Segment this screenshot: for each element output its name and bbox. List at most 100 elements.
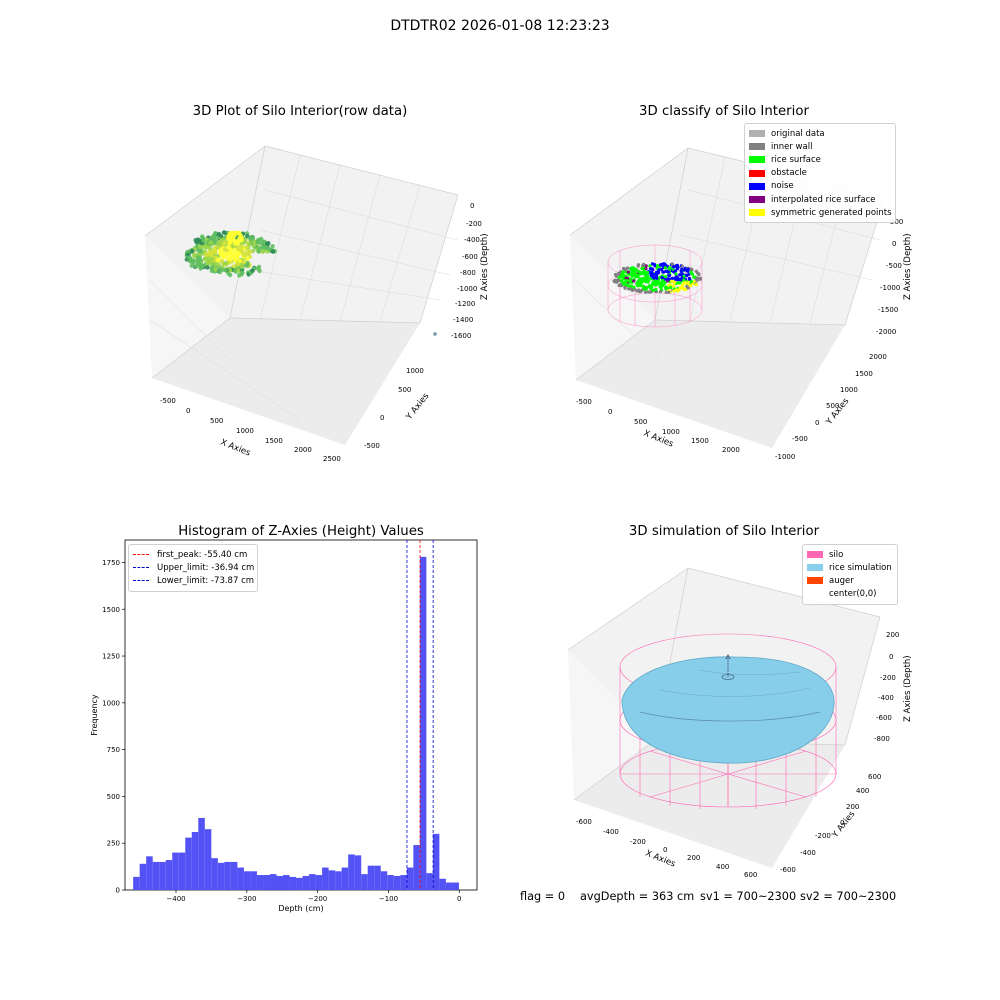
legend-item: rice simulation bbox=[807, 561, 893, 574]
histogram-bar bbox=[146, 856, 153, 890]
legend-label: Lower_limit: -73.87 cm bbox=[157, 575, 255, 586]
plot1-point bbox=[239, 234, 243, 239]
histogram-bar bbox=[224, 861, 231, 890]
plot1-point bbox=[197, 244, 203, 249]
legend-label: inner wall bbox=[771, 141, 813, 152]
plot1-point bbox=[209, 256, 215, 262]
plot1-point bbox=[245, 262, 250, 268]
histogram-bar bbox=[439, 878, 446, 890]
histogram-bar bbox=[413, 845, 420, 890]
plot1-point bbox=[190, 248, 195, 254]
legend-item: Upper_limit: -36.94 cm bbox=[133, 561, 254, 574]
plot4-xtick: 600 bbox=[744, 871, 757, 879]
plot1-point bbox=[205, 256, 211, 261]
plot1-ytick: -500 bbox=[364, 442, 380, 450]
plot4-xtick: 0 bbox=[663, 846, 667, 854]
plot2-point bbox=[613, 272, 618, 277]
plot1-ytick: 1000 bbox=[406, 367, 424, 375]
plot1-point bbox=[196, 248, 201, 253]
plot4-xlabel: X Axies bbox=[644, 849, 677, 870]
plot1-ytick: 0 bbox=[380, 414, 384, 422]
plot1-ytick: 500 bbox=[398, 386, 411, 394]
plot4-zlabel: Z Axies (Depth) bbox=[903, 655, 913, 722]
histogram-bar bbox=[243, 871, 251, 890]
plot1-3d-axes: -500 0 500 1000 1500 2000 2500 -500 0 50… bbox=[144, 145, 490, 463]
plot4-ytick: 0 bbox=[840, 819, 844, 827]
plot2-point bbox=[672, 289, 676, 293]
histogram-bar bbox=[230, 861, 238, 890]
plot4-auger-and-center bbox=[721, 654, 735, 680]
plot2-ytick: 1000 bbox=[840, 386, 858, 394]
plot1-point bbox=[270, 244, 275, 249]
plot2-point bbox=[644, 290, 648, 294]
plot4-3d-axes: -600 -400 -200 0 200 400 600 -600 -400 -… bbox=[567, 567, 913, 879]
plot1-gridlines bbox=[149, 154, 459, 421]
legend-label: first_peak: -55.40 cm bbox=[157, 549, 248, 560]
plot2-point bbox=[639, 272, 643, 276]
plot1-point bbox=[228, 255, 233, 260]
plot1-point bbox=[203, 243, 208, 249]
plot2-point bbox=[636, 284, 640, 288]
plot2-point bbox=[689, 279, 694, 284]
plot1-ztick: -800 bbox=[460, 269, 476, 277]
plot1-xtick: -500 bbox=[160, 397, 176, 405]
plot2-xtick: 1000 bbox=[662, 428, 680, 436]
rice-surface-shape bbox=[621, 656, 835, 764]
plot1-ztick: -600 bbox=[462, 253, 478, 261]
histogram-x-tick-label: −300 bbox=[237, 895, 256, 903]
plot1-point bbox=[240, 270, 245, 275]
plot1-point bbox=[213, 245, 218, 250]
histogram-bar bbox=[361, 874, 368, 890]
plot2-point bbox=[698, 276, 702, 280]
plot1-point bbox=[213, 231, 218, 236]
legend-label: obstacle bbox=[771, 168, 807, 179]
plot1-point bbox=[232, 254, 237, 259]
plot1-point bbox=[230, 235, 235, 240]
histogram-bar bbox=[452, 882, 459, 890]
plot2-point bbox=[638, 277, 642, 281]
plot1-point bbox=[245, 256, 250, 261]
plot1-point bbox=[195, 255, 201, 260]
histogram-y-tick-label: 1750 bbox=[102, 559, 120, 567]
histogram-bar bbox=[237, 867, 244, 890]
plot2-ztick: -1500 bbox=[878, 306, 898, 314]
plot2-point bbox=[662, 280, 666, 284]
plot2-point bbox=[667, 274, 671, 278]
histogram-bar bbox=[335, 871, 342, 890]
legend-label: center(0,0) bbox=[829, 589, 877, 600]
plot1-point-cloud bbox=[184, 230, 277, 278]
plot1-point bbox=[239, 248, 244, 253]
plot2-point bbox=[641, 284, 646, 289]
plot4-ztick: 0 bbox=[889, 653, 893, 661]
legend-label: rice simulation bbox=[829, 562, 892, 573]
plot1-point bbox=[194, 264, 199, 269]
legend-swatch bbox=[749, 143, 765, 151]
histogram-x-ticks: −400 −300 −200 −100 0 bbox=[166, 890, 462, 903]
plot2-3d-axes: -500 0 500 1000 1500 2000 -1000 -500 0 5… bbox=[569, 147, 913, 461]
plot1-xtick: 2500 bbox=[323, 455, 341, 463]
plot2-point bbox=[655, 270, 659, 274]
plot4-xtick: -400 bbox=[603, 828, 619, 836]
legend-item: rice surface bbox=[749, 153, 891, 166]
plot2-point bbox=[682, 268, 687, 272]
plot4-title: 3D simulation of Silo Interior bbox=[628, 524, 820, 539]
plot2-point bbox=[632, 279, 636, 283]
plot1-xtick: 2000 bbox=[294, 446, 312, 454]
legend-item: Lower_limit: -73.87 cm bbox=[133, 574, 255, 587]
histogram-bar bbox=[211, 858, 218, 890]
legend-label: noise bbox=[771, 181, 794, 192]
plot2-ytick: 1500 bbox=[855, 370, 873, 378]
histogram-bar bbox=[426, 873, 433, 890]
legend-item: center(0,0) bbox=[807, 588, 893, 601]
plot2-point bbox=[694, 282, 698, 287]
plot1-point bbox=[251, 243, 256, 248]
plot2-point bbox=[654, 281, 658, 285]
legend-swatch bbox=[807, 577, 823, 585]
plot2-point bbox=[647, 285, 652, 289]
plot2-point bbox=[679, 278, 683, 282]
plot2-point bbox=[649, 271, 653, 275]
status-flag: flag = 0 bbox=[520, 890, 566, 903]
plot2-point bbox=[661, 270, 665, 274]
plot2-point bbox=[672, 280, 676, 284]
plot1-point bbox=[260, 249, 265, 254]
